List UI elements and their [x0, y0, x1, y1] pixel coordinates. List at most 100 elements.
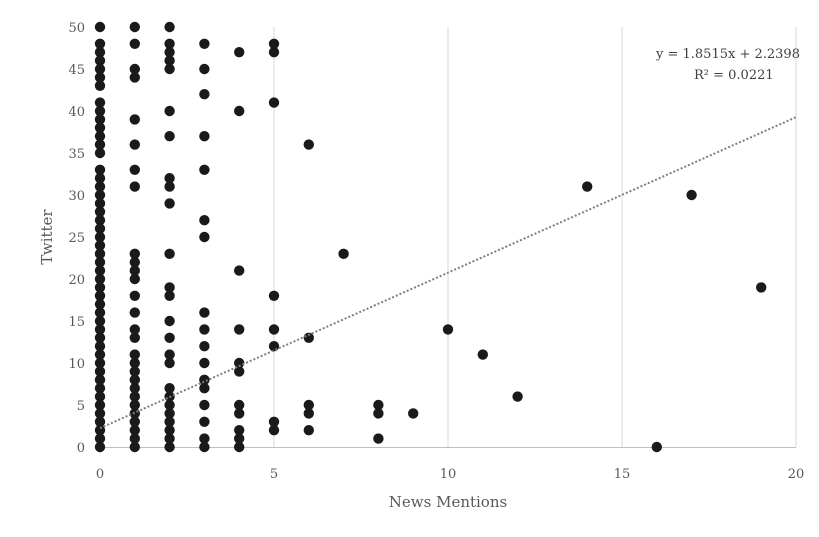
y-axis-title: Twitter [38, 209, 56, 265]
data-point [94, 131, 106, 142]
y-tick-label: 20 [68, 273, 85, 288]
data-point [164, 349, 175, 360]
x-axis-title: News Mentions [389, 493, 507, 511]
data-point [94, 425, 106, 436]
data-point [129, 273, 140, 285]
data-point [477, 349, 488, 360]
data-point [94, 357, 106, 369]
data-point [94, 105, 106, 117]
data-point [164, 47, 175, 58]
data-point [129, 374, 140, 385]
data-point [94, 391, 106, 402]
data-point [199, 307, 210, 318]
data-point [94, 173, 106, 184]
data-point [129, 248, 140, 259]
y-tick-label: 35 [68, 147, 85, 162]
y-tick-label: 30 [68, 189, 85, 204]
data-point [94, 38, 106, 49]
axes: 0 5 10 15 20 0 5 10 15 20 25 30 35 40 45 50 [68, 21, 804, 482]
data-point [94, 72, 106, 83]
data-point [268, 47, 280, 58]
data-point [129, 416, 140, 427]
data-point [129, 307, 140, 318]
data-point [234, 324, 245, 335]
data-point [164, 383, 175, 394]
data-point [129, 433, 140, 444]
data-point [164, 105, 175, 117]
data-point [164, 38, 175, 49]
data-point [94, 290, 106, 301]
data-point [129, 164, 140, 175]
data-point [94, 223, 106, 234]
data-point [94, 114, 106, 125]
x-tick-label: 0 [96, 467, 104, 482]
data-point [373, 433, 384, 444]
data-point [199, 63, 210, 75]
data-point [582, 181, 593, 192]
trendline-group [99, 116, 797, 430]
data-point [164, 399, 175, 411]
data-point [199, 131, 210, 142]
data-point [303, 399, 314, 411]
data-point [94, 181, 106, 192]
data-point [129, 290, 140, 301]
data-point [512, 391, 523, 402]
data-point [129, 181, 140, 192]
data-point [234, 265, 245, 276]
data-point [94, 206, 106, 217]
data-point [164, 441, 175, 453]
data-point [199, 399, 210, 411]
data-point [408, 408, 419, 419]
data-point [129, 383, 140, 394]
data-point [94, 63, 106, 75]
labels: News Mentions Twitter y = 1.8515x + 2.23… [38, 47, 800, 511]
data-point [129, 425, 140, 436]
data-point [94, 341, 106, 352]
data-point [94, 265, 106, 276]
data-point [268, 38, 280, 49]
data-point [94, 189, 106, 201]
data-point [164, 131, 175, 142]
data-point [94, 282, 106, 293]
gridlines [273, 27, 797, 447]
data-point [199, 416, 210, 427]
data-point [164, 198, 175, 209]
data-point [129, 441, 140, 453]
data-point [199, 164, 210, 175]
data-point [303, 408, 314, 419]
data-point [129, 72, 140, 83]
data-point [94, 257, 106, 268]
data-point [129, 366, 140, 377]
data-point [94, 139, 106, 150]
data-point [164, 315, 175, 327]
data-point [94, 315, 106, 327]
data-point [199, 38, 210, 49]
data-point [94, 433, 106, 444]
x-tick-label: 20 [788, 467, 805, 482]
data-point [94, 349, 106, 360]
data-point [268, 416, 280, 427]
data-point [268, 290, 280, 301]
data-point [234, 47, 245, 58]
data-point [686, 189, 697, 201]
data-points [94, 21, 767, 453]
data-point [234, 366, 245, 377]
data-point [94, 332, 106, 343]
data-point [164, 55, 175, 66]
data-point [94, 307, 106, 318]
data-point [94, 21, 106, 33]
data-point [199, 89, 210, 100]
data-point [129, 349, 140, 360]
data-point [129, 114, 140, 125]
data-point [199, 357, 210, 369]
data-point [164, 173, 175, 184]
data-point [234, 399, 245, 411]
data-point [129, 63, 140, 75]
data-point [199, 215, 210, 226]
data-point [268, 425, 280, 436]
data-point [94, 416, 106, 427]
data-point [94, 374, 106, 385]
data-point [199, 231, 210, 243]
